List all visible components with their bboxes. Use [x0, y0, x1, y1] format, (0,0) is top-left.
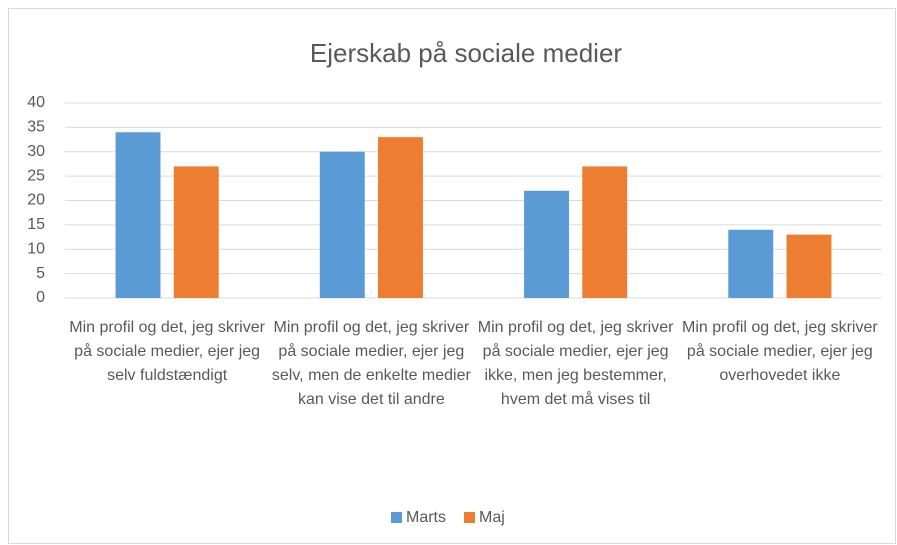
- bar: [582, 166, 628, 298]
- y-tick-label: 30: [27, 143, 45, 160]
- x-tick-label: Min profil og det, jeg skriver på social…: [69, 319, 265, 384]
- y-tick-label: 25: [27, 167, 45, 184]
- y-tick-label: 0: [36, 289, 45, 306]
- y-tick-label: 35: [27, 119, 45, 136]
- y-tick-label: 5: [36, 265, 45, 282]
- x-tick-label: Min profil og det, jeg skriver på social…: [477, 319, 674, 408]
- bar: [786, 234, 832, 298]
- chart-title: Ejerskab på sociale medier: [310, 38, 622, 68]
- y-tick-label: 10: [27, 240, 45, 257]
- x-tick-label: Min profil og det, jeg skriver på social…: [682, 319, 878, 384]
- y-tick-label: 15: [27, 216, 45, 233]
- bar: [524, 190, 569, 298]
- y-tick-label: 20: [27, 192, 45, 209]
- x-tick-label: Min profil og det, jeg skriver på social…: [271, 319, 471, 408]
- bar: [319, 151, 365, 298]
- bar: [115, 132, 161, 298]
- bar: [173, 166, 219, 298]
- y-tick-label: 40: [27, 94, 45, 111]
- bar: [728, 229, 774, 298]
- legend-label: Marts: [406, 509, 446, 526]
- legend-swatch: [464, 512, 475, 523]
- legend-swatch: [391, 512, 402, 523]
- legend-label: Maj: [479, 509, 505, 526]
- bar: [378, 137, 423, 298]
